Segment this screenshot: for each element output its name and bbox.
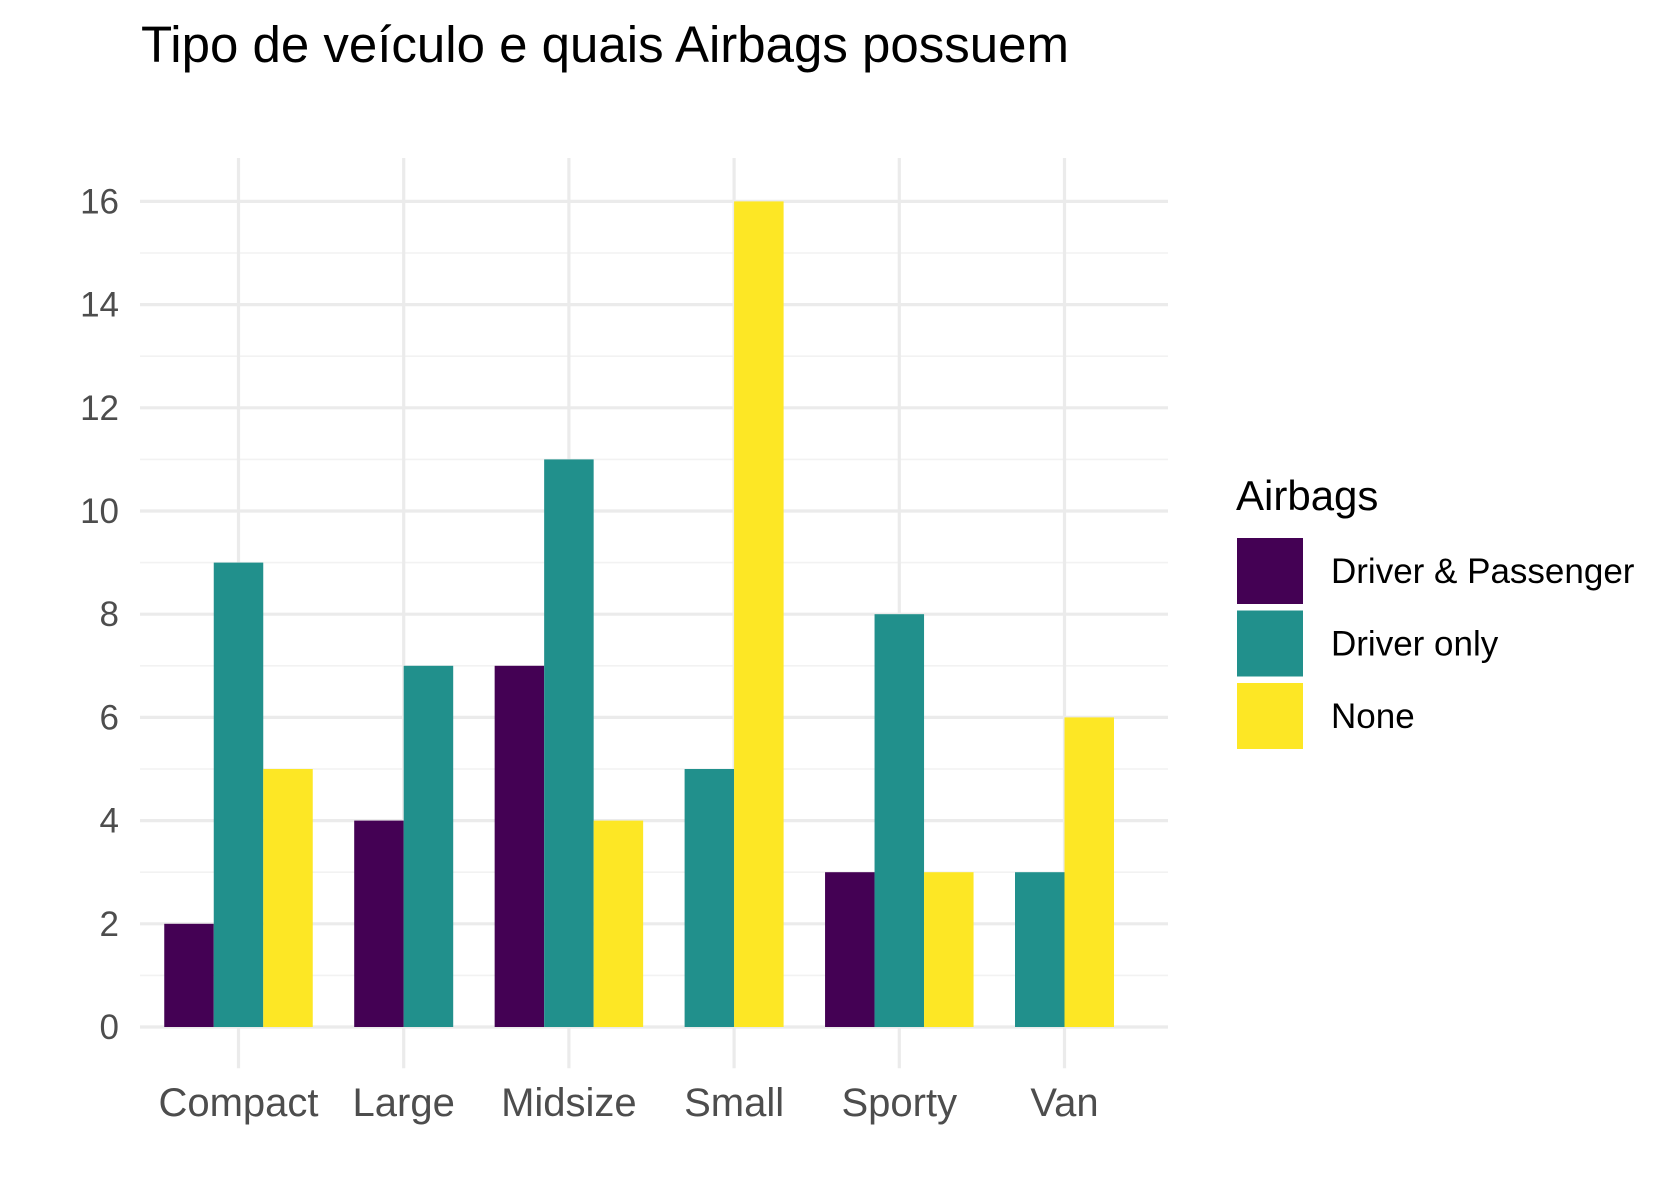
x-tick-label: Compact	[158, 1081, 318, 1125]
y-tick-label: 16	[80, 182, 119, 221]
x-tick-label: Large	[353, 1081, 455, 1125]
x-tick-label: Small	[684, 1081, 784, 1125]
bar-midsize-none	[593, 820, 644, 1027]
x-tick-label: Van	[1030, 1081, 1098, 1125]
y-tick-label: 0	[100, 1008, 119, 1047]
bar-van-none	[1064, 717, 1114, 1027]
bar-large-driver-and-passenger	[354, 820, 404, 1027]
bar-sporty-driver-and-passenger	[825, 872, 875, 1027]
legend-label-driver-and-passenger: Driver & Passenger	[1331, 552, 1635, 591]
bar-midsize-driver-and-passenger	[494, 665, 545, 1027]
bar-compact-driver-and-passenger	[164, 923, 214, 1027]
x-axis-ticks: Compact Large Midsize Small Sporty Van	[158, 1081, 1098, 1125]
y-axis-ticks: 0 2 4 6 8 10 12 14 16	[80, 182, 119, 1047]
bar-large-driver-only	[403, 665, 454, 1027]
y-tick-label: 10	[80, 492, 119, 531]
legend: Airbags Driver & Passenger Driver only Non…	[1236, 472, 1635, 749]
bar-sporty-none	[924, 872, 974, 1027]
y-tick-label: 12	[80, 389, 119, 428]
legend-title: Airbags	[1236, 472, 1378, 519]
legend-key-driver-and-passenger	[1237, 538, 1303, 604]
legend-label-none: None	[1331, 697, 1415, 736]
chart-title: Tipo de veículo e quais Airbags possuem	[141, 16, 1069, 73]
x-tick-label: Sporty	[841, 1081, 957, 1125]
y-tick-label: 8	[100, 595, 119, 634]
bar-sporty-driver-only	[874, 614, 925, 1027]
y-tick-label: 4	[100, 802, 119, 841]
bar-small-none	[734, 201, 784, 1027]
bars	[164, 201, 1114, 1027]
bar-compact-none	[263, 769, 313, 1027]
bar-van-driver-only	[1015, 872, 1065, 1027]
y-tick-label: 14	[80, 286, 119, 325]
y-tick-label: 6	[100, 698, 119, 737]
legend-key-driver-only	[1237, 610, 1303, 677]
y-tick-label: 2	[100, 905, 119, 944]
bar-compact-driver-only	[213, 562, 264, 1027]
bar-small-driver-only	[684, 769, 735, 1027]
bar-midsize-driver-only	[544, 459, 594, 1027]
legend-label-driver-only: Driver only	[1331, 625, 1499, 664]
x-tick-label: Midsize	[501, 1081, 637, 1125]
legend-key-none	[1237, 683, 1303, 749]
